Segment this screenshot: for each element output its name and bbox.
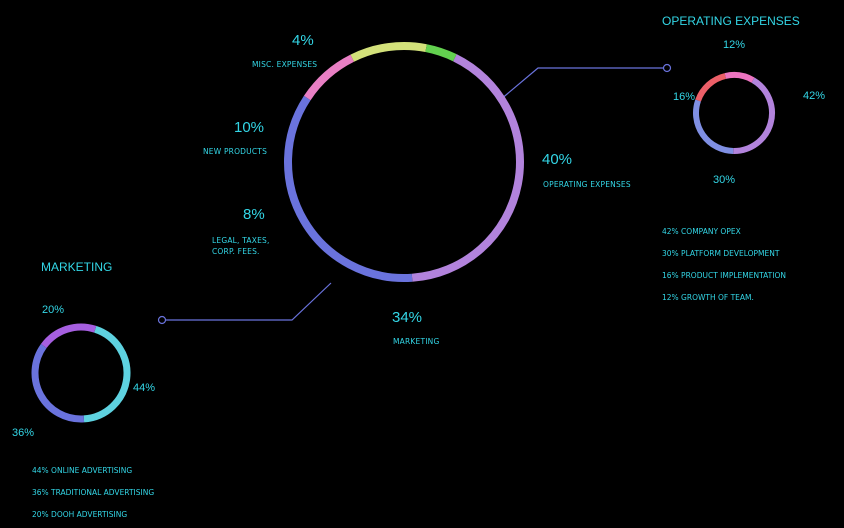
- opex-value-platform: 30%: [713, 174, 736, 186]
- connector-opex-dot: [662, 63, 672, 73]
- slice-label-misc: MISC. EXPENSES: [252, 60, 318, 69]
- opex-slice-platform-development: [693, 99, 734, 154]
- opex-legend: 42% COMPANY OPEX 30% PLATFORM DEVELOPMEN…: [662, 221, 786, 309]
- main-slice-new-products: [350, 42, 427, 62]
- marketing-value-online: 44%: [133, 382, 156, 394]
- slice-value-marketing: 34%: [392, 309, 423, 326]
- connector-marketing-line: [162, 282, 332, 321]
- opex-value-opex: 42%: [803, 90, 826, 102]
- marketing-chart-title: MARKETING: [41, 260, 113, 274]
- connector-opex-line: [499, 67, 667, 101]
- opex-slice-company-opex: [733, 77, 775, 154]
- opex-value-impl: 16%: [673, 91, 696, 103]
- marketing-slice-dooh-advertising: [40, 323, 97, 349]
- marketing-legend: 44% ONLINE ADVERTISING 36% TRADITIONAL A…: [32, 460, 154, 526]
- main-slice-legal-taxes-corp-fees: [303, 54, 355, 101]
- opex-value-team: 12%: [723, 39, 746, 51]
- slice-value-opex: 40%: [542, 151, 573, 168]
- marketing-value-traditional: 36%: [12, 427, 35, 439]
- opex-legend-item: 30% PLATFORM DEVELOPMENT: [662, 249, 780, 258]
- marketing-legend-item: 20% DOOH ADVERTISING: [32, 510, 128, 519]
- slice-value-new-products: 10%: [234, 119, 265, 136]
- main-slice-marketing: [284, 95, 413, 282]
- slice-label-legal: LEGAL, TAXES, CORP. FEES.: [212, 235, 270, 257]
- opex-legend-item: 42% COMPANY OPEX: [662, 227, 741, 236]
- slice-label-opex: OPERATING EXPENSES: [543, 180, 631, 189]
- opex-chart-title: OPERATING EXPENSES: [662, 14, 800, 28]
- slice-value-legal: 8%: [243, 206, 265, 223]
- slice-label-marketing: MARKETING: [393, 337, 440, 346]
- slice-label-legal-text: LEGAL, TAXES, CORP. FEES.: [212, 236, 270, 256]
- opex-legend-item: 12% GROWTH OF TEAM.: [662, 293, 754, 302]
- slice-label-new-products: NEW PRODUCTS: [203, 147, 268, 156]
- marketing-slice-online-advertising: [83, 325, 131, 423]
- main-slice-misc-expenses: [425, 44, 457, 62]
- opex-slice-product-implementation: [695, 73, 727, 102]
- opex-legend-item: 16% PRODUCT IMPLEMENTATION: [662, 271, 786, 280]
- marketing-legend-item: 44% ONLINE ADVERTISING: [32, 466, 133, 475]
- connector-marketing-dot: [157, 315, 167, 325]
- marketing-legend-item: 36% TRADITIONAL ADVERTISING: [32, 488, 155, 497]
- main-slice-operating-expenses: [411, 54, 524, 282]
- opex-slice-growth-of-team: [724, 72, 755, 83]
- marketing-value-dooh: 20%: [42, 304, 65, 316]
- slice-value-misc: 4%: [292, 32, 314, 49]
- marketing-slice-traditional-advertising: [31, 343, 85, 423]
